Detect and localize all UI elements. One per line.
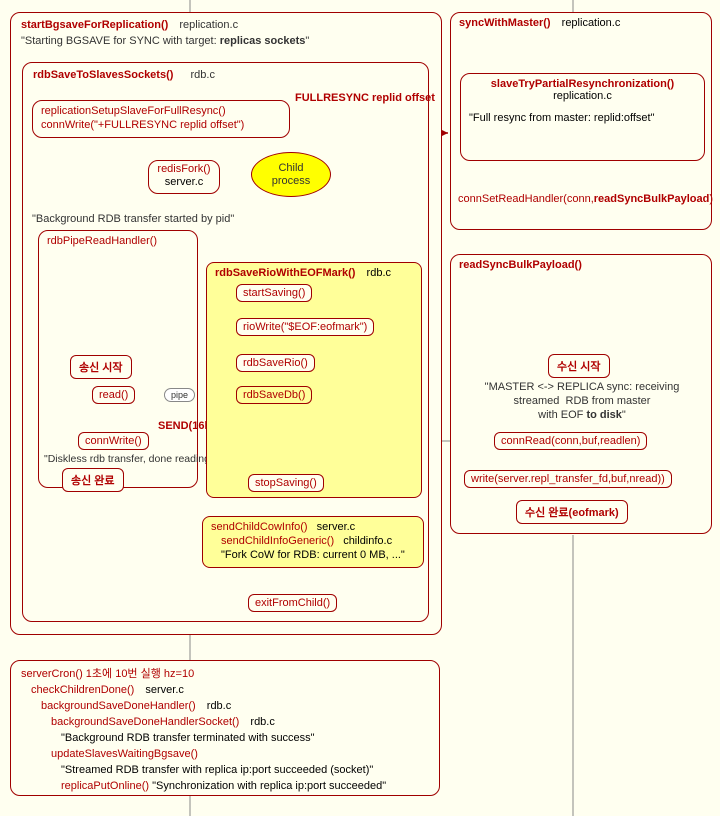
server-cron-box: serverCron() 1초에 10번 실행 hz=10 checkChild… — [10, 660, 440, 796]
send-start-label: 송신 시작 — [70, 355, 132, 379]
repl-setup: replicationSetupSlaveForFullResync() — [41, 104, 281, 118]
sync-quote: "Synchronization with replica ip:port su… — [152, 780, 386, 792]
start-bgsave-title: startBgsaveForReplication() — [21, 19, 168, 31]
slave-try-title: slaveTryPartialResynchronization() — [469, 78, 696, 90]
slave-try-quote: "Full resync from master: replid:offset" — [469, 112, 696, 124]
recv-done-label: 수신 완료(eofmark) — [516, 500, 628, 524]
cow-line1: sendChildCowInfo() — [211, 521, 308, 533]
bg-save-done: backgroundSaveDoneHandler() — [41, 700, 196, 712]
redis-fork-box: redisFork() server.c — [148, 160, 220, 194]
check-children: checkChildrenDone() — [31, 684, 134, 696]
slave-try-file: replication.c — [469, 90, 696, 102]
update-slaves: updateSlavesWaitingBgsave() — [51, 746, 429, 762]
write-box: write(server.repl_transfer_fd,buf,nread)… — [464, 470, 672, 488]
repl-setup-box: replicationSetupSlaveForFullResync() con… — [32, 100, 290, 138]
start-bgsave-file: replication.c — [179, 19, 238, 31]
fullresync-label: FULLRESYNC replid offset — [295, 92, 435, 104]
start-bgsave-quote: "Starting BGSAVE for SYNC with target: r… — [21, 35, 431, 47]
start-saving: startSaving() — [236, 284, 312, 302]
streamed-quote: "Streamed RDB transfer with replica ip:p… — [61, 762, 429, 778]
rio-write: rioWrite("$EOF:eofmark") — [236, 318, 374, 336]
check-children-file: server.c — [145, 684, 184, 696]
cow-quote: "Fork CoW for RDB: current 0 MB, ..." — [221, 548, 415, 562]
child-process-ellipse: Childprocess — [251, 152, 331, 197]
slave-try-box: slaveTryPartialResynchronization() repli… — [460, 73, 705, 161]
bg-started-text: "Background RDB transfer started by pid" — [32, 213, 234, 225]
conn-write2-box: connWrite() — [78, 432, 149, 450]
cow-file2: childinfo.c — [343, 535, 392, 547]
read-sync-title: readSyncBulkPayload() — [459, 259, 582, 271]
exit-from-child: exitFromChild() — [248, 594, 337, 612]
rdb-save-file: rdb.c — [190, 69, 214, 81]
conn-read: connRead(conn,buf,readlen) — [494, 432, 647, 450]
conn-write: connWrite("+FULLRESYNC replid offset") — [41, 118, 281, 132]
pipe-label: pipe — [164, 388, 195, 402]
rdb-save-title: rdbSaveToSlavesSockets() — [33, 69, 173, 81]
cow-line2: sendChildInfoGeneric() — [221, 535, 334, 547]
cow-file1: server.c — [317, 521, 356, 533]
bg-save-done-file: rdb.c — [207, 700, 231, 712]
redis-fork: redisFork() — [155, 163, 213, 176]
conn-set-handler: connSetReadHandler(conn,readSyncBulkPayl… — [458, 192, 703, 206]
stop-saving: stopSaving() — [248, 474, 324, 492]
redis-fork-file: server.c — [155, 176, 213, 189]
child-process-label: Childprocess — [272, 162, 311, 188]
send-done-label: 송신 완료 — [62, 468, 124, 492]
recv-start-label: 수신 시작 — [548, 354, 610, 378]
read-box: read() — [92, 386, 135, 404]
rio-title: rdbSaveRioWithEOFMark() — [215, 267, 355, 279]
server-cron: serverCron() 1초에 10번 실행 hz=10 — [21, 666, 429, 682]
recv-quote: "MASTER <-> REPLICA sync: receivingstrea… — [462, 380, 702, 422]
rdb-save-rio: rdbSaveRio() — [236, 354, 315, 372]
bg-quote: "Background RDB transfer terminated with… — [61, 730, 429, 746]
pipe-handler: rdbPipeReadHandler() — [47, 235, 157, 247]
sync-master-file: replication.c — [562, 17, 621, 29]
sync-master-title: syncWithMaster() — [459, 17, 551, 29]
rio-file: rdb.c — [367, 267, 391, 279]
replica-put: replicaPutOnline() — [61, 780, 149, 792]
bg-save-done-socket: backgroundSaveDoneHandlerSocket() — [51, 716, 239, 728]
cow-box: sendChildCowInfo() server.c sendChildInf… — [202, 516, 424, 568]
bg-save-done-socket-file: rdb.c — [250, 716, 274, 728]
rdb-save-db: rdbSaveDb() — [236, 386, 312, 404]
